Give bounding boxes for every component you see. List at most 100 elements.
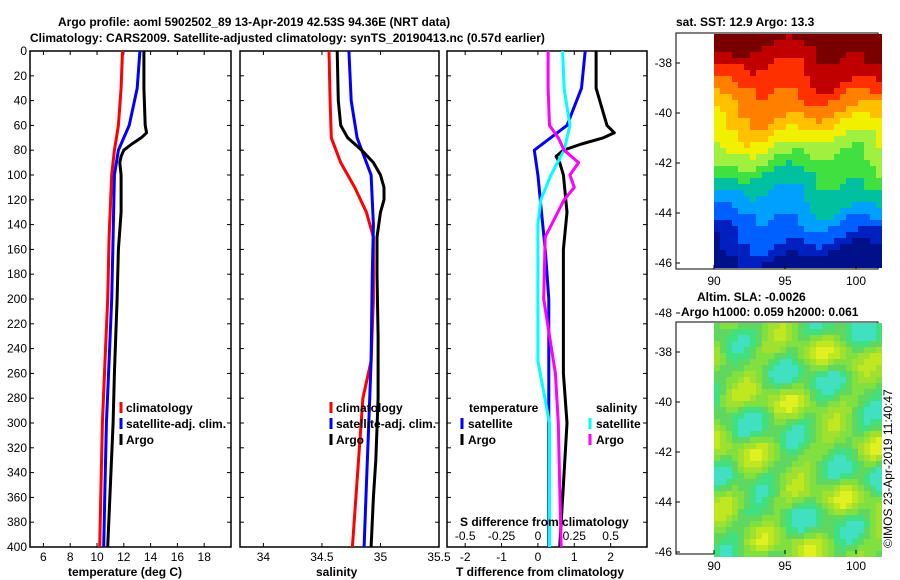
sla-cell bbox=[870, 389, 876, 395]
sla-cell bbox=[738, 551, 744, 557]
sst-cell bbox=[786, 76, 792, 82]
sla-cell bbox=[774, 515, 780, 521]
sst-cell bbox=[756, 196, 762, 202]
sla-cell bbox=[834, 383, 840, 389]
sst-cell bbox=[870, 250, 876, 256]
sst-cell bbox=[870, 202, 876, 208]
sst-cell bbox=[834, 100, 840, 106]
sla-cell bbox=[846, 353, 852, 359]
sst-cell bbox=[768, 214, 774, 220]
sla-cell bbox=[834, 473, 840, 479]
sla-cell bbox=[816, 527, 822, 533]
sla-cell bbox=[738, 371, 744, 377]
sla-cell bbox=[858, 461, 864, 467]
sst-cell bbox=[876, 220, 882, 226]
sst-cell bbox=[726, 106, 732, 112]
sst-cell bbox=[816, 178, 822, 184]
sla-cell bbox=[720, 497, 726, 503]
sla-cell bbox=[780, 419, 786, 425]
sla-cell bbox=[840, 413, 846, 419]
sst-cell bbox=[828, 202, 834, 208]
sst-cell bbox=[846, 136, 852, 142]
sla-cell bbox=[822, 491, 828, 497]
sst-cell bbox=[810, 166, 816, 172]
sla-cell bbox=[864, 503, 870, 509]
sst-cell bbox=[780, 76, 786, 82]
sst-cell bbox=[810, 178, 816, 184]
sla-cell bbox=[768, 485, 774, 491]
sst-cell bbox=[732, 112, 738, 118]
sla-cell bbox=[786, 419, 792, 425]
sst-cell bbox=[720, 160, 726, 166]
sst-cell bbox=[732, 34, 738, 40]
sst-cell bbox=[846, 64, 852, 70]
sst-cell bbox=[774, 196, 780, 202]
sla-cell bbox=[870, 359, 876, 365]
sst-cell bbox=[792, 214, 798, 220]
sla-cell bbox=[726, 485, 732, 491]
sst-cell bbox=[804, 70, 810, 76]
sla-cell bbox=[762, 419, 768, 425]
sla-cell bbox=[738, 353, 744, 359]
sst-cell bbox=[750, 136, 756, 142]
sla-cell bbox=[720, 503, 726, 509]
sst-cell bbox=[732, 106, 738, 112]
sla-cell bbox=[840, 551, 846, 557]
sla-cell bbox=[720, 401, 726, 407]
y-tick-label: 40 bbox=[14, 94, 28, 108]
sst-cell bbox=[834, 202, 840, 208]
sst-cell bbox=[768, 46, 774, 52]
sst-cell bbox=[780, 160, 786, 166]
sst-cell bbox=[738, 190, 744, 196]
sst-cell bbox=[768, 208, 774, 214]
sst-cell bbox=[810, 40, 816, 46]
sst-cell bbox=[714, 112, 720, 118]
sla-cell bbox=[822, 425, 828, 431]
sla-cell bbox=[792, 521, 798, 527]
sla-cell bbox=[870, 527, 876, 533]
sla-cell bbox=[828, 455, 834, 461]
sst-cell bbox=[876, 256, 882, 262]
sst-cell bbox=[858, 184, 864, 190]
sst-cell bbox=[786, 166, 792, 172]
sst-cell bbox=[834, 148, 840, 154]
sla-cell bbox=[792, 515, 798, 521]
sst-cell bbox=[738, 142, 744, 148]
sla-cell bbox=[822, 323, 828, 329]
sst-cell bbox=[804, 64, 810, 70]
sla-cell bbox=[756, 383, 762, 389]
sst-cell bbox=[810, 238, 816, 244]
sla-cell bbox=[732, 383, 738, 389]
sst-cell bbox=[714, 88, 720, 94]
sst-cell bbox=[768, 238, 774, 244]
sla-cell bbox=[798, 539, 804, 545]
sst-cell bbox=[762, 136, 768, 142]
sst-cell bbox=[828, 238, 834, 244]
sst-cell bbox=[870, 70, 876, 76]
sst-cell bbox=[750, 178, 756, 184]
sla-cell bbox=[834, 389, 840, 395]
sst-cell bbox=[768, 202, 774, 208]
sst-cell bbox=[858, 250, 864, 256]
sla-cell bbox=[864, 407, 870, 413]
x-tick-label: 8 bbox=[67, 550, 74, 564]
sst-cell bbox=[876, 232, 882, 238]
sla-cell bbox=[870, 353, 876, 359]
sla-cell bbox=[834, 335, 840, 341]
sst-cell bbox=[768, 124, 774, 130]
sla-cell bbox=[816, 437, 822, 443]
sst-cell bbox=[762, 154, 768, 160]
sst-cell bbox=[714, 232, 720, 238]
sla-cell bbox=[714, 449, 720, 455]
sst-cell bbox=[840, 76, 846, 82]
sla-cell bbox=[840, 425, 846, 431]
sla-cell bbox=[846, 401, 852, 407]
sst-cell bbox=[774, 94, 780, 100]
sla-cell bbox=[732, 347, 738, 353]
sst-cell bbox=[798, 196, 804, 202]
sla-cell bbox=[876, 407, 882, 413]
sla-cell bbox=[810, 527, 816, 533]
sst-cell bbox=[756, 100, 762, 106]
sst-cell bbox=[852, 76, 858, 82]
sla-cell bbox=[768, 419, 774, 425]
